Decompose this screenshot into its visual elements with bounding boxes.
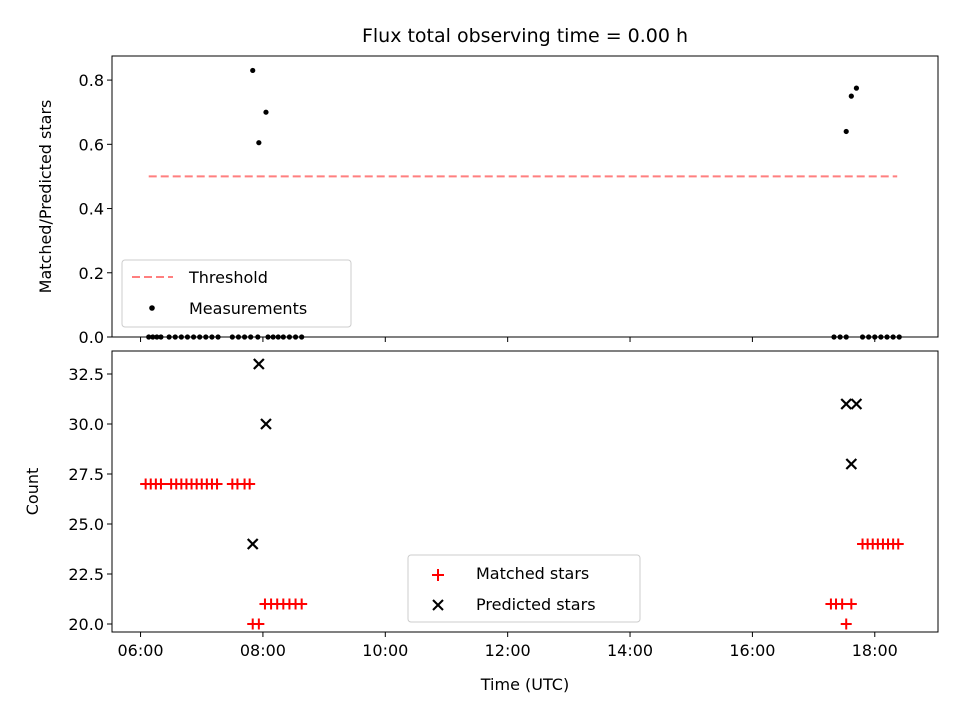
bottom-y-tick-label: 30.0 <box>68 415 104 434</box>
x-tick-label: 08:00 <box>240 641 286 660</box>
bottom-panel-y-ticks: 20.0 22.5 25.0 27.5 30.0 32.5 <box>68 365 112 634</box>
top-panel: 0.00.20.40.60.8 Matched/Predicted stars … <box>36 55 939 347</box>
measurement-point <box>263 109 269 115</box>
predicted-star-point <box>253 358 265 370</box>
bottom-y-tick-label: 27.5 <box>68 465 104 484</box>
top-legend-frame <box>121 259 352 328</box>
top-y-tick-label: 0.0 <box>79 328 104 347</box>
x-tick-label: 16:00 <box>729 641 775 660</box>
bottom-panel-x-ticks: 06:00 08:00 10:00 12:00 14:00 16:00 18:00 <box>117 632 898 660</box>
bottom-legend-frame <box>407 554 641 623</box>
legend-threshold-label: Threshold <box>188 268 268 287</box>
legend-measurements-swatch <box>149 305 155 311</box>
x-axis-label: Time (UTC) <box>480 675 569 694</box>
legend-matched-swatch <box>432 569 444 581</box>
legend-matched-label: Matched stars <box>476 564 589 583</box>
top-panel-y-ticks: 0.0 0.2 0.4 0.6 0.8 <box>79 71 112 347</box>
predicted-star-point <box>840 398 853 410</box>
matched-star-point <box>845 598 857 610</box>
bottom-panel: 20.0 22.5 25.0 27.5 30.0 32.5 06:00 08:00 10:00… <box>23 350 939 694</box>
top-y-tick-label: 0.6 <box>79 135 104 154</box>
matched-star-point <box>836 598 848 610</box>
bottom-y-tick-label: 32.5 <box>68 365 104 384</box>
predicted-star-point <box>845 458 858 470</box>
legend-measurements-label: Measurements <box>189 299 307 318</box>
matched-star-point <box>155 478 167 490</box>
top-panel-frame <box>111 55 939 338</box>
top-y-tick-label: 0.8 <box>79 71 104 90</box>
bottom-panel-legend: Matched stars Predicted stars <box>407 554 641 623</box>
top-panel-legend: Threshold Measurements <box>121 259 352 328</box>
measurement-point <box>848 93 854 99</box>
top-y-tick-label: 0.4 <box>79 200 104 219</box>
top-panel-x-ticks <box>140 337 876 342</box>
bottom-y-tick-label: 20.0 <box>68 615 104 634</box>
x-tick-label: 06:00 <box>117 641 163 660</box>
predicted-star-point <box>260 418 272 430</box>
matched-star-point <box>211 478 223 490</box>
matched-star-point <box>296 598 308 610</box>
predicted-star-point <box>850 398 863 410</box>
x-tick-label: 12:00 <box>485 641 531 660</box>
x-tick-label: 14:00 <box>607 641 653 660</box>
x-tick-label: 18:00 <box>852 641 898 660</box>
legend-predicted-swatch <box>432 599 444 611</box>
bottom-panel-data <box>140 358 904 630</box>
predicted-star-point <box>246 538 259 550</box>
top-y-tick-label: 0.2 <box>79 264 104 283</box>
top-panel-y-axis-label: Matched/Predicted stars <box>36 100 55 294</box>
bottom-y-tick-label: 22.5 <box>68 565 104 584</box>
matched-star-point <box>892 538 904 550</box>
bottom-panel-y-axis-label: Count <box>23 468 42 516</box>
measurement-point <box>250 67 256 74</box>
chart-title: Flux total observing time = 0.00 h <box>362 25 688 47</box>
bottom-y-tick-label: 25.0 <box>68 515 104 534</box>
matched-star-point <box>244 478 256 490</box>
matched-star-point <box>840 618 852 630</box>
x-tick-label: 10:00 <box>362 641 408 660</box>
measurement-point <box>843 128 849 135</box>
bottom-panel-frame <box>111 350 939 633</box>
legend-predicted-label: Predicted stars <box>476 595 596 614</box>
measurement-point <box>256 140 262 146</box>
measurement-point <box>853 85 860 91</box>
matched-star-point <box>253 618 265 630</box>
